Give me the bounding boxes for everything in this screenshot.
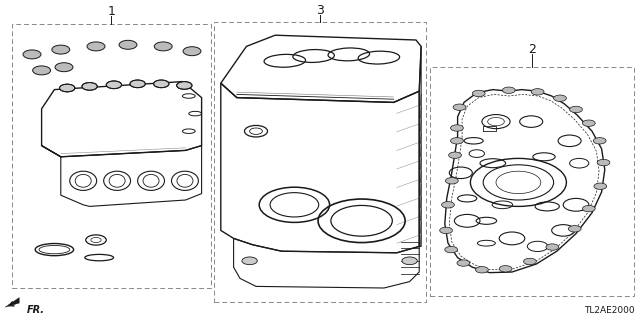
Circle shape — [476, 267, 488, 273]
Circle shape — [442, 202, 454, 208]
Circle shape — [451, 125, 463, 131]
Circle shape — [457, 260, 470, 266]
Circle shape — [445, 178, 458, 184]
Circle shape — [183, 47, 201, 56]
Circle shape — [453, 104, 466, 110]
Circle shape — [440, 227, 452, 234]
Circle shape — [582, 120, 595, 126]
Circle shape — [106, 81, 122, 89]
Circle shape — [87, 42, 105, 51]
Circle shape — [33, 66, 51, 75]
Circle shape — [593, 138, 606, 144]
Text: TL2AE2000: TL2AE2000 — [584, 306, 635, 315]
Circle shape — [554, 95, 566, 101]
Circle shape — [546, 244, 559, 250]
Circle shape — [60, 84, 75, 92]
Circle shape — [451, 138, 463, 144]
Circle shape — [130, 80, 145, 88]
Circle shape — [570, 106, 582, 113]
Circle shape — [449, 152, 461, 158]
Circle shape — [502, 87, 515, 93]
Text: FR.: FR. — [27, 305, 45, 315]
Circle shape — [524, 258, 536, 265]
Circle shape — [594, 183, 607, 189]
Circle shape — [568, 226, 581, 232]
Circle shape — [82, 83, 97, 90]
Circle shape — [23, 50, 41, 59]
Bar — [12, 24, 211, 288]
Circle shape — [177, 82, 192, 89]
Circle shape — [242, 257, 257, 265]
Circle shape — [582, 205, 595, 212]
Text: 2: 2 — [528, 43, 536, 56]
Circle shape — [154, 80, 169, 88]
Bar — [430, 67, 634, 296]
Circle shape — [402, 257, 417, 265]
Circle shape — [472, 90, 485, 97]
Polygon shape — [5, 298, 19, 307]
Text: 3: 3 — [316, 4, 324, 17]
Circle shape — [119, 40, 137, 49]
Circle shape — [597, 159, 610, 166]
Circle shape — [154, 42, 172, 51]
Circle shape — [499, 266, 512, 272]
Bar — [214, 22, 426, 302]
Text: 1: 1 — [108, 5, 115, 18]
Circle shape — [55, 63, 73, 72]
Circle shape — [445, 246, 458, 253]
Circle shape — [531, 89, 544, 95]
Circle shape — [52, 45, 70, 54]
